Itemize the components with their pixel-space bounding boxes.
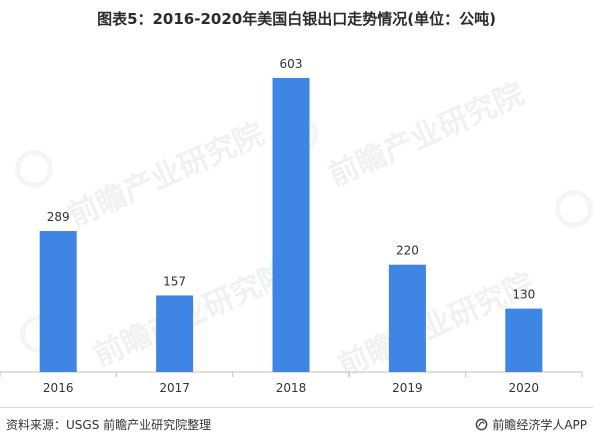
data-label-2018: 603 <box>280 57 303 71</box>
bar-2018 <box>272 77 310 372</box>
bar-2020 <box>505 308 543 372</box>
brand-name: 前瞻经济学人APP <box>492 418 587 432</box>
data-label-2017: 157 <box>163 274 186 288</box>
x-tick-label-2020: 2020 <box>509 381 540 395</box>
x-tick-label-2016: 2016 <box>43 381 74 395</box>
x-tick-label-2018: 2018 <box>276 381 307 395</box>
brand: 前瞻经济学人APP <box>475 416 587 433</box>
brand-logo-icon <box>475 418 488 431</box>
data-label-2019: 220 <box>396 244 419 258</box>
footer: 资料来源：USGS 前瞻产业研究院整理 前瞻经济学人APP <box>0 407 593 439</box>
chart-title: 图表5：2016-2020年美国白银出口走势情况(单位：公吨) <box>97 10 496 28</box>
x-tick-label-2019: 2019 <box>392 381 423 395</box>
data-label-2016: 289 <box>47 210 70 224</box>
data-label-2020: 130 <box>512 288 535 302</box>
bar-2017 <box>156 295 194 372</box>
bar-2016 <box>39 231 77 372</box>
bar-2019 <box>388 264 426 372</box>
source-note: 资料来源：USGS 前瞻产业研究院整理 <box>6 418 212 432</box>
x-tick-label-2017: 2017 <box>159 381 190 395</box>
